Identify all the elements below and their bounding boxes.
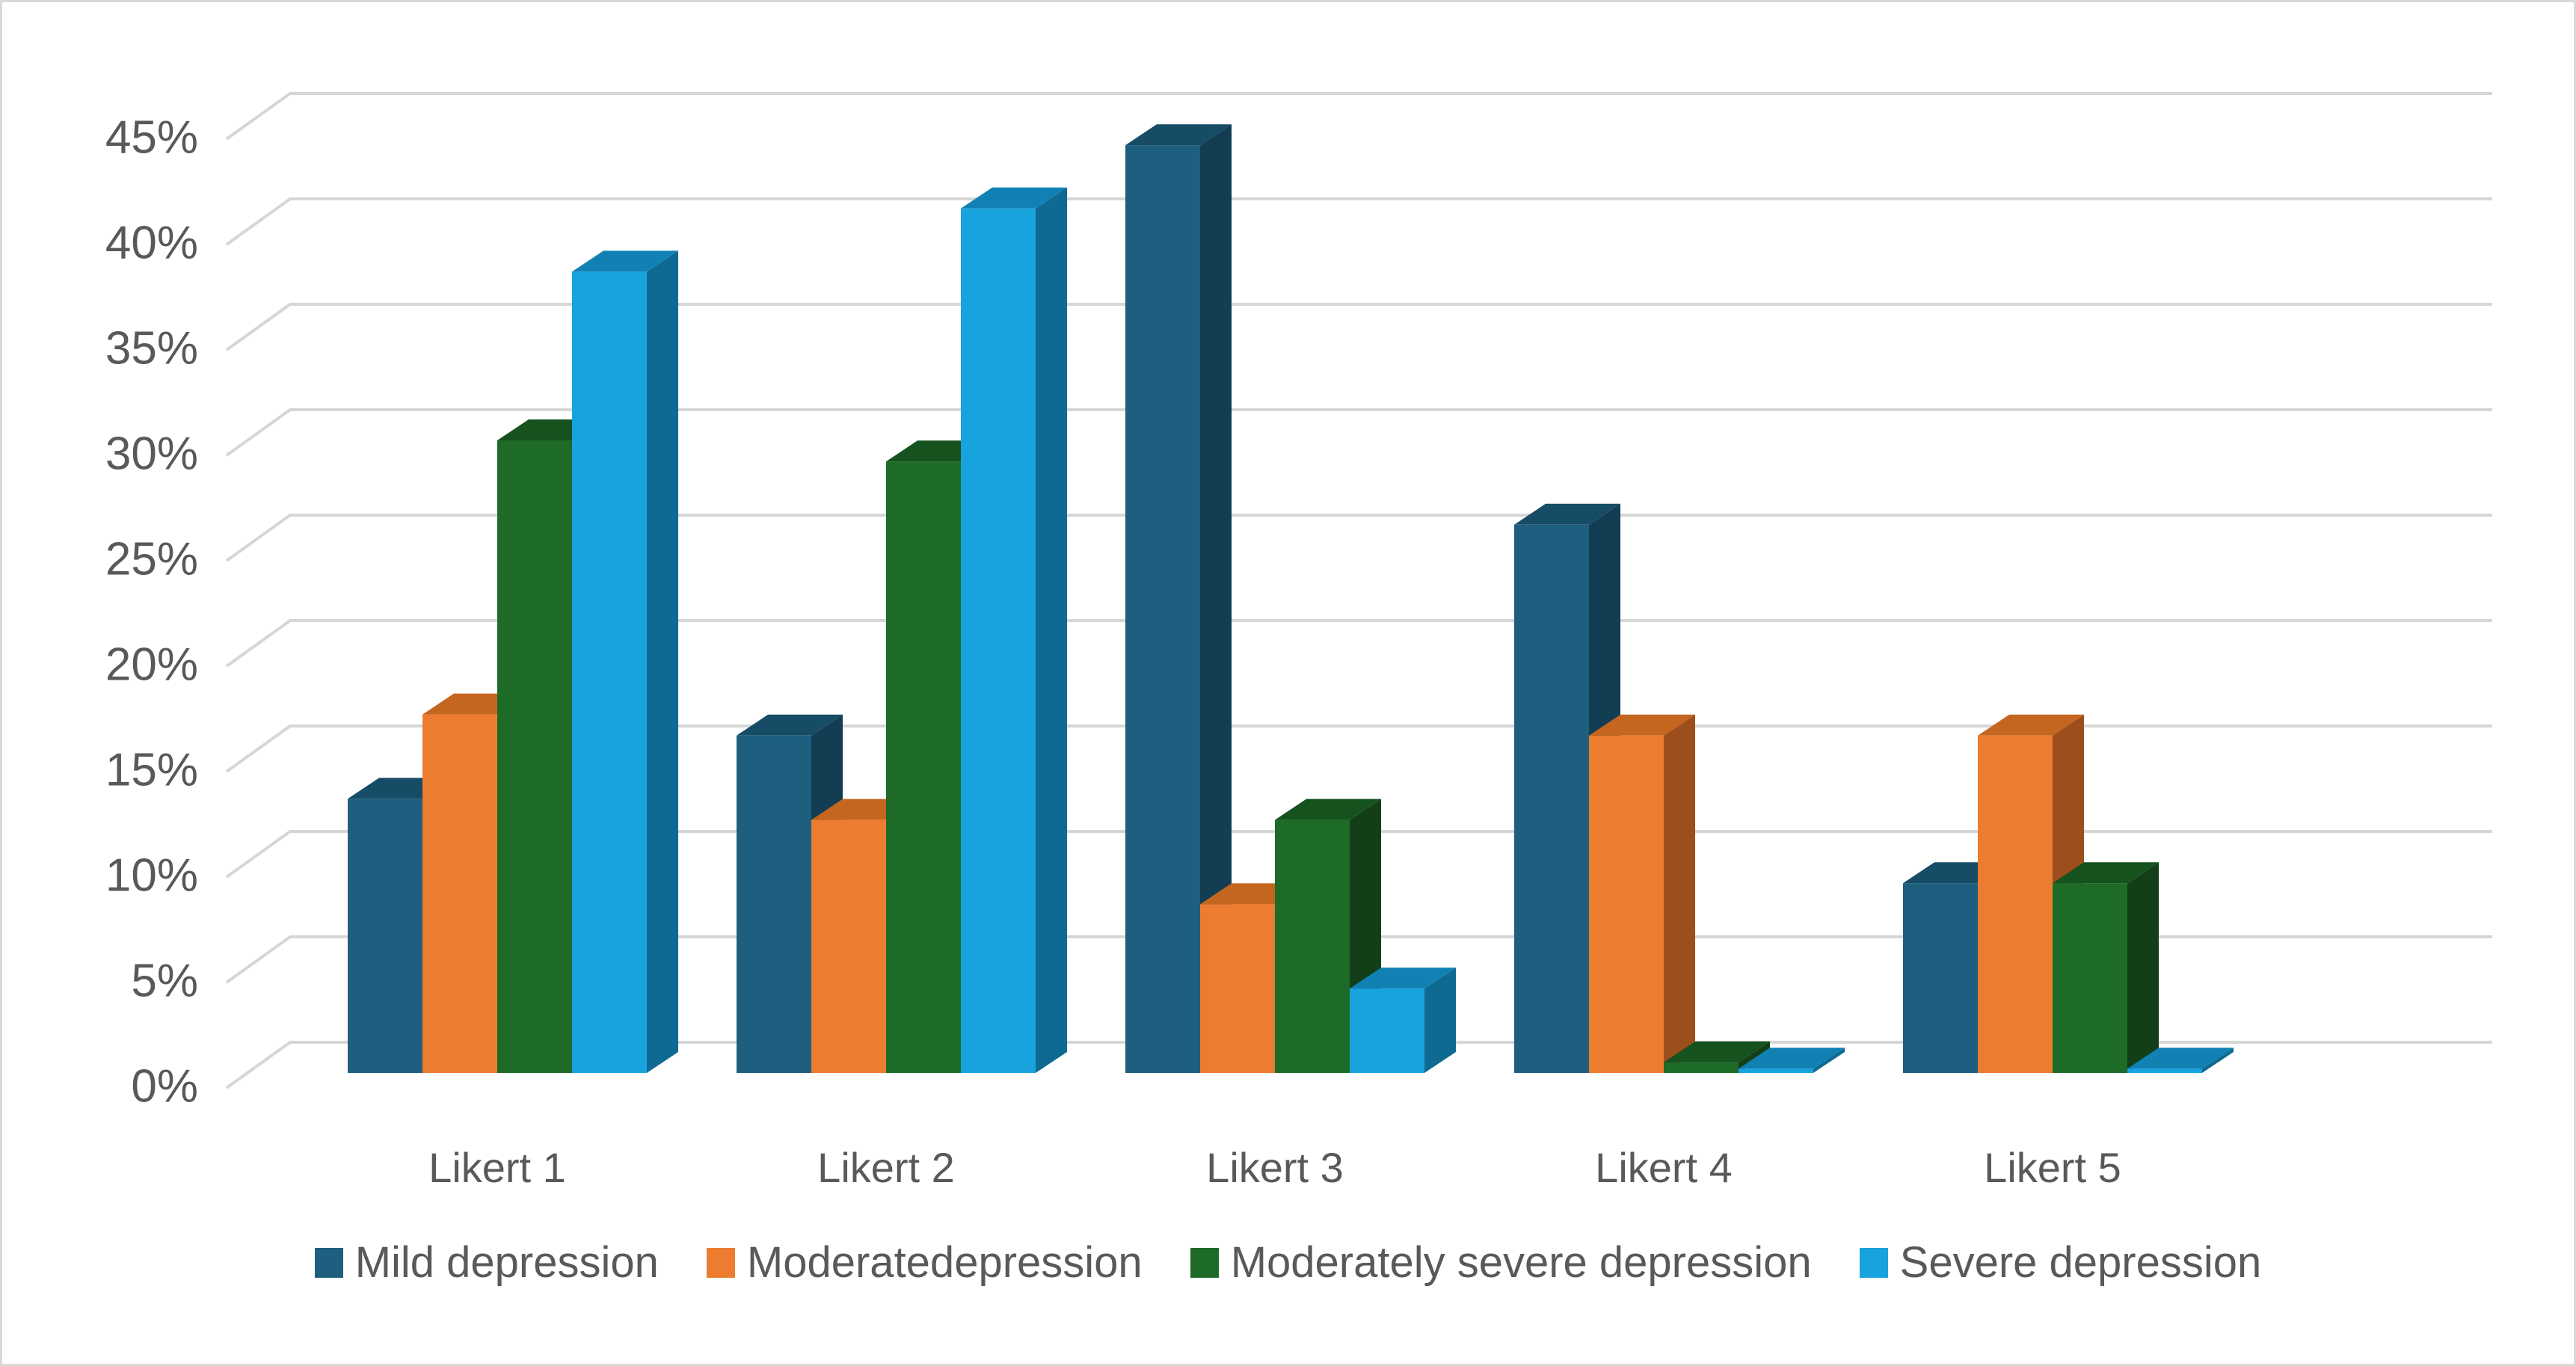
bar-side-face bbox=[2202, 1047, 2234, 1073]
bar-likert-5-series-3 bbox=[2053, 862, 2159, 1073]
bar-front-face bbox=[1664, 1062, 1739, 1073]
legend-item-moderatedepression: Moderatedepression bbox=[706, 1237, 1143, 1287]
bar-likert-3-series-1 bbox=[1125, 124, 1232, 1074]
gridline-35pct bbox=[225, 303, 2492, 351]
legend-label: Moderatedepression bbox=[746, 1238, 1143, 1287]
bar-likert-4-series-3 bbox=[1664, 1041, 1770, 1073]
legend-swatch-icon bbox=[1859, 1247, 1888, 1278]
gridline-20pct bbox=[225, 619, 2492, 668]
bar-side-face bbox=[647, 250, 678, 1073]
bar-front-face bbox=[572, 271, 647, 1073]
bar-front-face bbox=[2127, 1068, 2202, 1073]
gridline-30pct bbox=[225, 408, 2492, 457]
bar-group-2 bbox=[737, 187, 1067, 1073]
bar-front-face bbox=[497, 440, 572, 1073]
bar-top-face bbox=[2053, 862, 2159, 884]
bar-likert-4-series-2 bbox=[1589, 714, 1695, 1073]
bar-likert-2-series-4 bbox=[961, 187, 1067, 1073]
x-category-label-4: Likert 4 bbox=[1595, 1144, 1733, 1191]
legend-label: Mild depression bbox=[354, 1238, 659, 1287]
y-tick-45pct: 45% bbox=[105, 111, 198, 163]
bar-top-face bbox=[1514, 503, 1620, 525]
y-tick-35pct: 35% bbox=[105, 322, 198, 374]
bar-top-face bbox=[737, 714, 843, 736]
x-category-label-2: Likert 2 bbox=[817, 1144, 955, 1191]
gridline-25pct bbox=[225, 514, 2492, 562]
legend-item-moderately-severe-depression: Moderately severe depression bbox=[1190, 1237, 1812, 1287]
gridline-45pct bbox=[225, 92, 2492, 141]
bar-top-face bbox=[1125, 124, 1232, 146]
bar-front-face bbox=[1514, 524, 1589, 1073]
y-tick-40pct: 40% bbox=[105, 217, 198, 268]
bar-front-face bbox=[1739, 1068, 1813, 1073]
bar-front-face bbox=[811, 819, 886, 1073]
bar-likert-1-series-4 bbox=[572, 250, 678, 1073]
legend-label: Moderately severe depression bbox=[1230, 1238, 1812, 1287]
bar-front-face bbox=[1200, 904, 1275, 1073]
x-category-label-3: Likert 3 bbox=[1206, 1144, 1344, 1191]
x-category-label-5: Likert 5 bbox=[1984, 1144, 2121, 1191]
gridline-15pct bbox=[225, 724, 2492, 773]
bar-front-face bbox=[1589, 735, 1664, 1073]
bar-front-face bbox=[886, 461, 961, 1073]
y-tick-0pct: 0% bbox=[131, 1060, 198, 1112]
bar-top-face bbox=[961, 187, 1067, 209]
legend-swatch-icon bbox=[314, 1247, 343, 1278]
legend-item-mild-depression: Mild depression bbox=[314, 1237, 659, 1287]
y-tick-25pct: 25% bbox=[105, 533, 198, 585]
x-category-label-1: Likert 1 bbox=[428, 1144, 566, 1191]
chart-legend: Mild depression Moderatedepression Moderat… bbox=[2, 1237, 2574, 1287]
bar-group-4 bbox=[1514, 503, 1845, 1073]
bar-likert-3-series-3 bbox=[1275, 799, 1381, 1073]
legend-label: Severe depression bbox=[1899, 1238, 2262, 1287]
legend-swatch-icon bbox=[706, 1247, 735, 1278]
y-tick-20pct: 20% bbox=[105, 639, 198, 690]
bar-side-face bbox=[1424, 967, 1456, 1073]
legend-item-severe-depression: Severe depression bbox=[1859, 1237, 2262, 1287]
bar-side-face bbox=[2127, 862, 2159, 1073]
bar-top-face bbox=[572, 250, 678, 272]
bar-side-face bbox=[1200, 124, 1232, 1074]
bar-likert-3-series-4 bbox=[1350, 967, 1456, 1073]
bar-front-face bbox=[422, 714, 497, 1073]
y-tick-10pct: 10% bbox=[105, 849, 198, 901]
bar-side-face bbox=[1036, 187, 1067, 1073]
gridline-40pct bbox=[225, 197, 2492, 246]
y-tick-30pct: 30% bbox=[105, 428, 198, 479]
bar-front-face bbox=[1978, 735, 2053, 1073]
bar-top-face bbox=[1978, 714, 2084, 736]
gridline-10pct bbox=[225, 830, 2492, 879]
bar-front-face bbox=[1350, 988, 1424, 1073]
bar-top-face bbox=[1589, 714, 1695, 736]
bar-group-5 bbox=[1903, 714, 2234, 1073]
bar-top-face bbox=[1350, 967, 1456, 989]
bar-top-face bbox=[1739, 1047, 1845, 1069]
bar-front-face bbox=[737, 735, 811, 1073]
bar-top-face bbox=[1664, 1041, 1770, 1062]
bar-top-face bbox=[1275, 799, 1381, 820]
bar-likert-4-series-4 bbox=[1739, 1047, 1845, 1073]
bar-front-face bbox=[1903, 883, 1978, 1073]
gridline-5pct bbox=[225, 935, 2492, 984]
bar-group-1 bbox=[348, 250, 678, 1073]
y-tick-5pct: 5% bbox=[131, 955, 198, 1006]
bar-group-3 bbox=[1125, 124, 1456, 1074]
bar-side-face bbox=[1664, 714, 1695, 1073]
bar-likert-5-series-4 bbox=[2127, 1047, 2234, 1073]
bar-front-face bbox=[2053, 883, 2127, 1073]
legend-swatch-icon bbox=[1190, 1247, 1219, 1278]
bar-top-face bbox=[2127, 1047, 2234, 1069]
bar-front-face bbox=[961, 208, 1036, 1073]
bar-side-face bbox=[1813, 1047, 1845, 1073]
bar-front-face bbox=[348, 799, 422, 1073]
bar-front-face bbox=[1125, 145, 1200, 1074]
y-tick-15pct: 15% bbox=[105, 744, 198, 796]
bar-front-face bbox=[1275, 819, 1350, 1073]
